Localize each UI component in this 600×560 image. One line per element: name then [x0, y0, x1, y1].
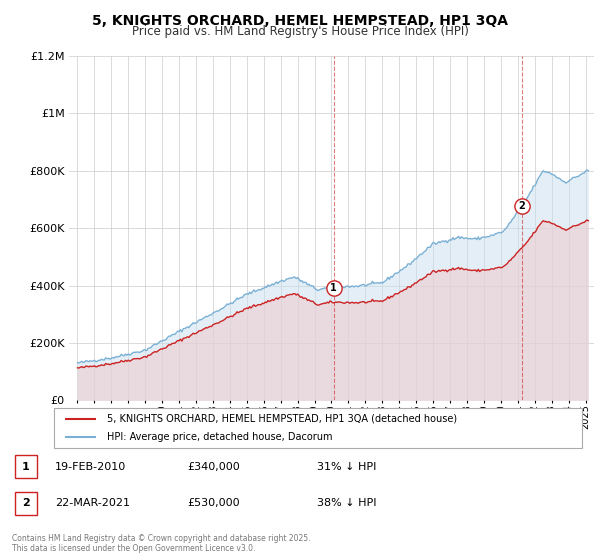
- Text: 19-FEB-2010: 19-FEB-2010: [55, 462, 126, 472]
- Text: £340,000: £340,000: [187, 462, 240, 472]
- Text: Contains HM Land Registry data © Crown copyright and database right 2025.
This d: Contains HM Land Registry data © Crown c…: [12, 534, 311, 553]
- Text: 5, KNIGHTS ORCHARD, HEMEL HEMPSTEAD, HP1 3QA (detached house): 5, KNIGHTS ORCHARD, HEMEL HEMPSTEAD, HP1…: [107, 414, 457, 423]
- Text: 1: 1: [331, 283, 337, 293]
- Text: 2: 2: [518, 201, 525, 211]
- Text: 31% ↓ HPI: 31% ↓ HPI: [317, 462, 376, 472]
- Text: 5, KNIGHTS ORCHARD, HEMEL HEMPSTEAD, HP1 3QA: 5, KNIGHTS ORCHARD, HEMEL HEMPSTEAD, HP1…: [92, 14, 508, 28]
- Text: 22-MAR-2021: 22-MAR-2021: [55, 498, 130, 508]
- Text: 1: 1: [22, 462, 30, 472]
- Text: HPI: Average price, detached house, Dacorum: HPI: Average price, detached house, Daco…: [107, 432, 332, 442]
- Text: £530,000: £530,000: [187, 498, 239, 508]
- FancyBboxPatch shape: [15, 492, 37, 515]
- Text: 38% ↓ HPI: 38% ↓ HPI: [317, 498, 377, 508]
- Text: Price paid vs. HM Land Registry's House Price Index (HPI): Price paid vs. HM Land Registry's House …: [131, 25, 469, 38]
- FancyBboxPatch shape: [15, 455, 37, 478]
- Text: 2: 2: [22, 498, 30, 508]
- FancyBboxPatch shape: [54, 408, 582, 448]
